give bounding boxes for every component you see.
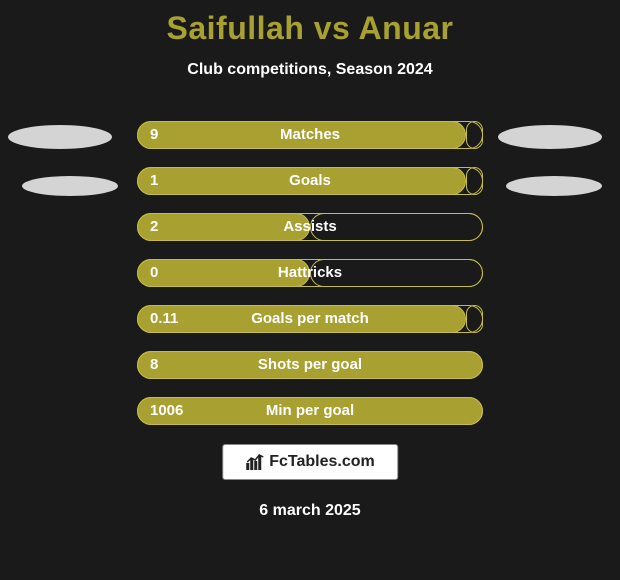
stat-label: Goals bbox=[289, 167, 331, 195]
stat-label: Matches bbox=[280, 121, 340, 149]
decorative-ellipse bbox=[22, 176, 118, 196]
stat-value-left: 0.11 bbox=[150, 305, 178, 333]
stat-row: 1006 Min per goal bbox=[0, 397, 620, 425]
decorative-ellipse bbox=[8, 125, 112, 149]
stat-value-left: 9 bbox=[150, 121, 158, 149]
page-title: Saifullah vs Anuar bbox=[0, 0, 620, 47]
brand-logo-icon bbox=[245, 453, 265, 471]
stat-value-left: 2 bbox=[150, 213, 158, 241]
comparison-chart: 9 Matches 1 Goals 2 Assists 0 Hattricks 0.11 Goal… bbox=[0, 121, 620, 425]
stat-row: 2 Assists bbox=[0, 213, 620, 241]
stat-label: Assists bbox=[283, 213, 336, 241]
footer-date: 6 march 2025 bbox=[259, 502, 360, 520]
subtitle: Club competitions, Season 2024 bbox=[0, 61, 620, 79]
stat-row: 8 Shots per goal bbox=[0, 351, 620, 379]
stat-value-left: 1 bbox=[150, 167, 158, 195]
stat-label: Shots per goal bbox=[258, 351, 362, 379]
stat-value-left: 1006 bbox=[150, 397, 183, 425]
stat-value-left: 8 bbox=[150, 351, 158, 379]
stat-value-left: 0 bbox=[150, 259, 158, 287]
stat-label: Hattricks bbox=[278, 259, 342, 287]
decorative-ellipse bbox=[498, 125, 602, 149]
stat-label: Min per goal bbox=[266, 397, 354, 425]
decorative-ellipse bbox=[506, 176, 602, 196]
stat-row: 0.11 Goals per match bbox=[0, 305, 620, 333]
brand-badge: FcTables.com bbox=[222, 444, 398, 480]
stat-label: Goals per match bbox=[251, 305, 369, 333]
stat-row: 0 Hattricks bbox=[0, 259, 620, 287]
brand-label: FcTables.com bbox=[269, 453, 375, 471]
